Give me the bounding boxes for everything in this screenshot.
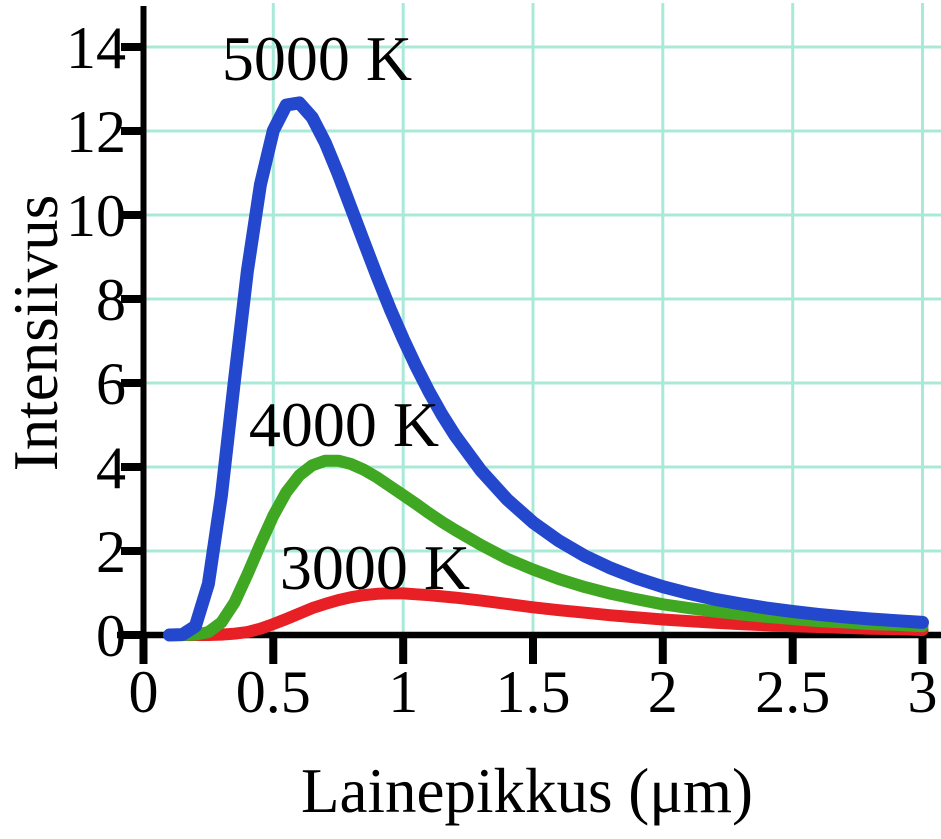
y-tick-label-0: 0 [96, 603, 126, 669]
x-tick-label-0: 0 [129, 659, 159, 725]
x-tick-label-2.5: 2.5 [755, 659, 830, 725]
curves [163, 96, 929, 642]
y-tick-label-14: 14 [66, 15, 126, 81]
x-tick-label-1: 1 [388, 659, 418, 725]
y-tick-label-10: 10 [66, 183, 126, 249]
curve-label-4000k: 4000 K [249, 389, 439, 460]
tick-labels: 0 0.5 1 1.5 2 2.5 3 0 2 4 6 8 10 12 14 [66, 15, 938, 725]
y-tick-label-12: 12 [66, 99, 126, 165]
x-tick-label-3: 3 [908, 659, 938, 725]
curve-3000-k [163, 587, 929, 641]
axes [117, 6, 941, 664]
curve-label-3000k: 3000 K [280, 532, 470, 603]
y-tick-label-6: 6 [96, 351, 126, 417]
curve-4000-k [163, 454, 929, 641]
x-axis-title: Lainepikkus (μm) [301, 756, 753, 826]
y-tick-label-4: 4 [96, 435, 126, 501]
x-tick-label-0.5: 0.5 [236, 659, 311, 725]
y-axis-title: Intensiivus [1, 195, 71, 472]
curve-5000-k [163, 96, 929, 642]
y-tick-label-8: 8 [96, 267, 126, 333]
x-tick-label-2: 2 [648, 659, 678, 725]
y-tick-label-2: 2 [96, 519, 126, 585]
curve-label-5000k: 5000 K [222, 23, 412, 94]
x-tick-label-1.5: 1.5 [496, 659, 571, 725]
